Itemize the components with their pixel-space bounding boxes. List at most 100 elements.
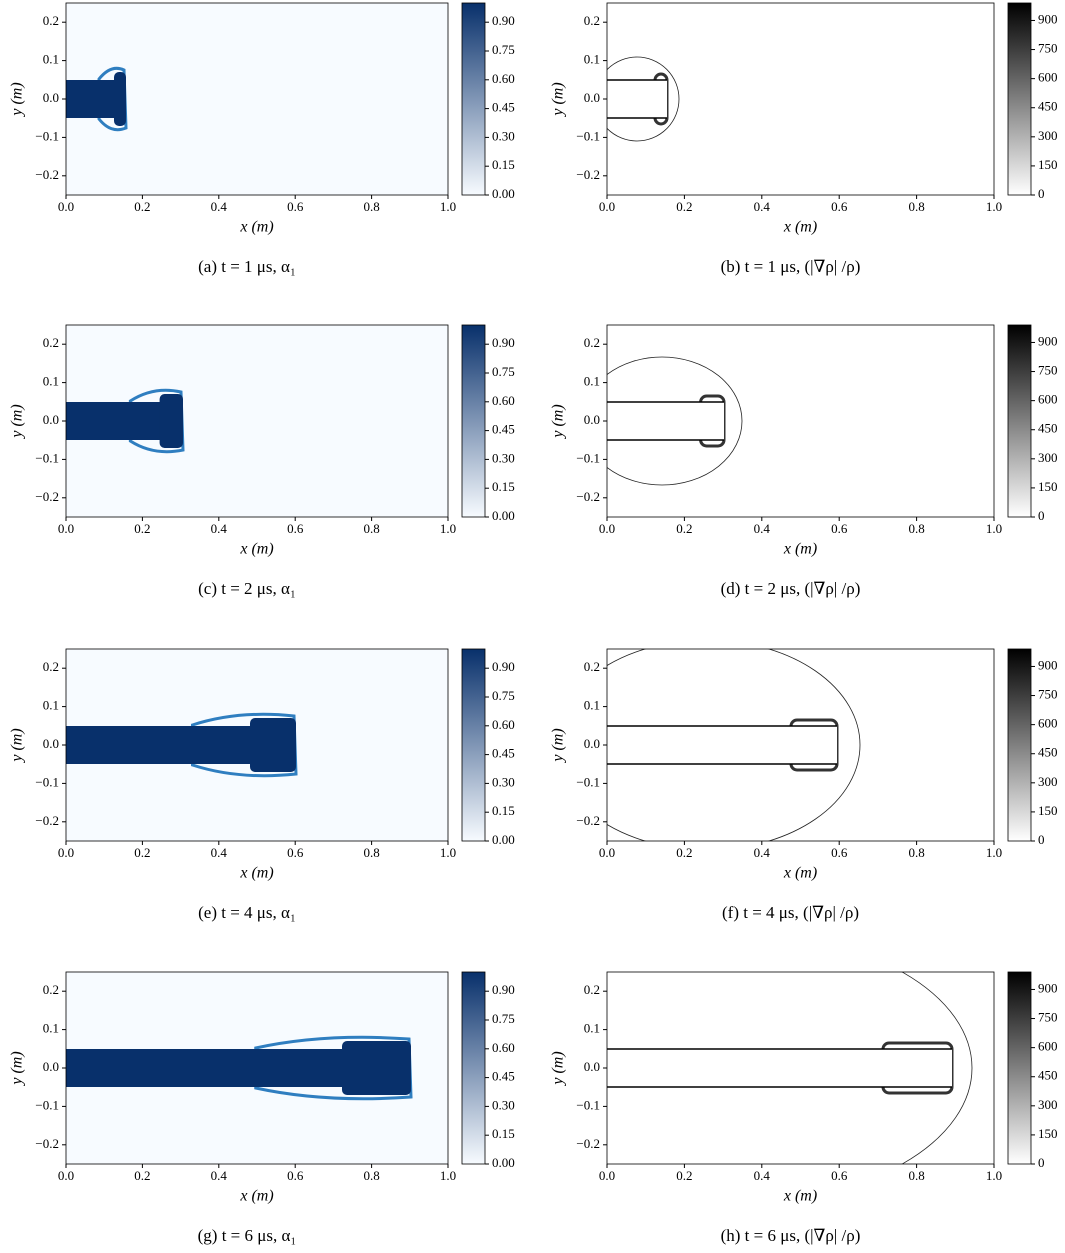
- colorbar-tick-label: 150: [1038, 803, 1058, 818]
- colorbar-tick-label: 0.00: [492, 508, 515, 523]
- caption: (a) t = 1 μs, α₁: [198, 257, 296, 276]
- y-tick-label: 0.1: [43, 374, 59, 389]
- x-tick-label: 1.0: [986, 845, 1002, 860]
- field: [607, 972, 994, 1164]
- x-axis-label: x (m): [783, 541, 817, 558]
- panel: 0.0 0.2 0.4 0.6 0.8 1.0 −0.2 −0.1 0.0 0.1 0.2 x (m)…: [9, 971, 515, 1245]
- x-tick-label: 0.8: [908, 199, 924, 214]
- panel: 0.0 0.2 0.4 0.6 0.8 1.0 −0.2 −0.1 0.0 0.1 0.2 x (m)…: [9, 2, 515, 276]
- y-tick-label: −0.2: [576, 489, 600, 504]
- x-tick-label: 0.0: [58, 521, 74, 536]
- y-tick-label: −0.1: [35, 128, 59, 143]
- colorbar: [461, 2, 486, 196]
- y-tick-label: 0.1: [43, 52, 59, 67]
- panel: 0.0 0.2 0.4 0.6 0.8 1.0 −0.2 −0.1 0.0 0.1 0.2 x (m)…: [550, 2, 1058, 276]
- colorbar-tick-label: 0.15: [492, 157, 515, 172]
- y-tick-label: 0.2: [43, 335, 59, 350]
- x-tick-label: 0.2: [676, 1168, 692, 1183]
- colorbar-tick-label: 900: [1038, 657, 1058, 672]
- y-tick-label: 0.0: [43, 736, 59, 751]
- colorbar: [461, 324, 486, 518]
- colorbar-tick-label: 0.00: [492, 1155, 515, 1170]
- y-tick-label: −0.1: [35, 774, 59, 789]
- colorbar-tick-label: 0.00: [492, 186, 515, 201]
- x-tick-label: 0.0: [599, 521, 615, 536]
- field: [607, 649, 994, 841]
- y-tick-label: −0.2: [35, 167, 59, 182]
- x-tick-label: 0.8: [908, 845, 924, 860]
- panel: 0.0 0.2 0.4 0.6 0.8 1.0 −0.2 −0.1 0.0 0.1 0.2 x (m)…: [9, 324, 515, 598]
- y-tick-label: −0.1: [576, 1097, 600, 1112]
- colorbar: [1007, 971, 1032, 1165]
- y-tick-label: −0.2: [576, 1136, 600, 1151]
- colorbar-tick-label: 150: [1038, 1126, 1058, 1141]
- x-tick-label: 0.2: [676, 845, 692, 860]
- colorbar-tick-label: 0.30: [492, 128, 515, 143]
- x-tick-label: 0.4: [754, 845, 771, 860]
- caption: (h) t = 6 μs, (|∇ρ| /ρ): [721, 1226, 861, 1245]
- y-tick-label: 0.2: [43, 659, 59, 674]
- y-axis-label: y (m): [9, 728, 26, 763]
- x-tick-label: 0.6: [287, 521, 304, 536]
- colorbar: [1007, 648, 1032, 842]
- background: [66, 3, 448, 195]
- x-tick-label: 0.2: [134, 1168, 150, 1183]
- x-tick-label: 0.4: [754, 521, 771, 536]
- colorbar-tick-label: 0.30: [492, 1097, 515, 1112]
- jet-head: [250, 718, 296, 772]
- colorbar-tick-label: 750: [1038, 363, 1058, 378]
- jet-core: [607, 80, 667, 118]
- x-tick-label: 1.0: [440, 845, 456, 860]
- caption: (g) t = 6 μs, α₁: [198, 1226, 297, 1245]
- y-tick-label: 0.1: [43, 1021, 59, 1036]
- colorbar-tick-label: 450: [1038, 745, 1058, 760]
- colorbar-tick-label: 600: [1038, 1039, 1058, 1054]
- y-tick-label: 0.2: [584, 982, 600, 997]
- x-tick-label: 0.8: [908, 521, 924, 536]
- x-tick-label: 0.2: [134, 199, 150, 214]
- y-tick-label: 0.2: [584, 13, 600, 28]
- colorbar-tick-label: 0.45: [492, 100, 515, 115]
- jet-bulge: [254, 1035, 413, 1101]
- y-tick-label: 0.0: [584, 1059, 600, 1074]
- jet-head: [342, 1041, 411, 1095]
- field: [66, 325, 448, 517]
- y-tick-label: 0.2: [584, 335, 600, 350]
- y-axis-label: y (m): [550, 1051, 567, 1086]
- shock-front: [607, 356, 743, 486]
- y-tick-label: −0.1: [35, 1097, 59, 1112]
- y-tick-label: 0.0: [43, 1059, 59, 1074]
- y-tick-label: 0.2: [43, 982, 59, 997]
- colorbar-tick-label: 0.60: [492, 71, 515, 86]
- y-tick-label: 0.1: [584, 374, 600, 389]
- y-tick-label: 0.0: [43, 90, 59, 105]
- x-tick-label: 1.0: [440, 1168, 456, 1183]
- x-tick-label: 0.4: [754, 1168, 771, 1183]
- colorbar-tick-label: 0: [1038, 832, 1045, 847]
- y-tick-label: −0.1: [576, 128, 600, 143]
- colorbar-tick-label: 0.75: [492, 688, 515, 703]
- jet-core: [607, 1049, 952, 1087]
- y-tick-label: 0.1: [584, 698, 600, 713]
- x-tick-label: 0.2: [676, 199, 692, 214]
- y-tick-label: −0.2: [576, 813, 600, 828]
- colorbar-tick-label: 0.30: [492, 450, 515, 465]
- colorbar-tick-label: 0: [1038, 508, 1045, 523]
- y-axis-label: y (m): [550, 404, 567, 439]
- colorbar-tick-label: 0.60: [492, 717, 515, 732]
- colorbar-tick-label: 0.45: [492, 746, 515, 761]
- jet-core: [607, 402, 724, 440]
- field: [66, 3, 448, 195]
- caption: (f) t = 4 μs, (|∇ρ| /ρ): [722, 903, 859, 922]
- field: [66, 649, 448, 841]
- y-tick-label: 0.0: [584, 90, 600, 105]
- shock-front: [607, 56, 680, 142]
- x-tick-label: 0.0: [599, 845, 615, 860]
- jet-bulge: [128, 388, 185, 454]
- panel: 0.0 0.2 0.4 0.6 0.8 1.0 −0.2 −0.1 0.0 0.1 0.2 x (m)…: [550, 971, 1058, 1245]
- colorbar-tick-label: 450: [1038, 1068, 1058, 1083]
- panel: 0.0 0.2 0.4 0.6 0.8 1.0 −0.2 −0.1 0.0 0.1 0.2 x (m)…: [550, 648, 1058, 922]
- y-axis-label: y (m): [550, 728, 567, 763]
- y-tick-label: −0.1: [576, 774, 600, 789]
